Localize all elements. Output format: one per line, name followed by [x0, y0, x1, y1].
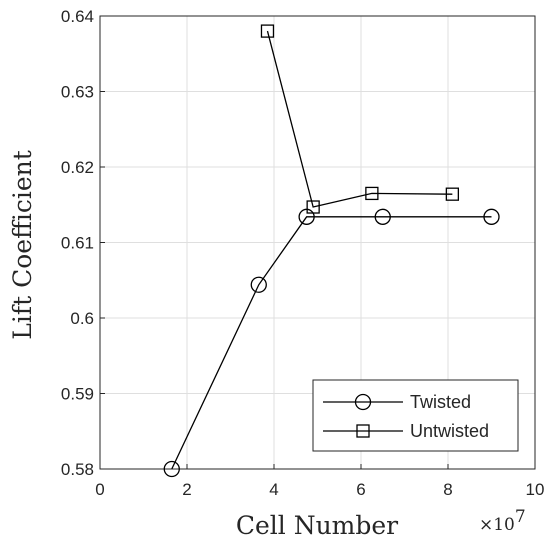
x-tick-label: 2 — [182, 480, 191, 499]
legend-label-untwisted: Untwisted — [410, 421, 489, 441]
legend-marker-twisted — [354, 393, 372, 411]
data-point-untwisted — [260, 24, 275, 38]
x-tick-label: 10 — [526, 480, 545, 499]
x-tick-label: 4 — [269, 480, 278, 499]
x-tick-label: 0 — [95, 480, 104, 499]
legend-marker-untwisted — [356, 424, 370, 438]
y-tick-label: 0.61 — [61, 234, 94, 253]
x-axis-multiplier: ×107 — [479, 507, 526, 535]
axis-ticks: 0 2 4 6 8 10 0.58 0.59 0.6 0.61 0.62 0.63 0.64 — [61, 7, 545, 499]
legend-box — [312, 379, 519, 452]
legend: Twisted Untwisted — [312, 379, 519, 452]
data-point-untwisted — [306, 200, 320, 214]
y-tick-label: 0.63 — [61, 83, 94, 102]
data-point-twisted — [250, 276, 267, 293]
y-tick-label: 0.6 — [70, 309, 94, 328]
x-tick-label: 8 — [443, 480, 452, 499]
data-point-untwisted — [445, 187, 460, 201]
data-point-twisted — [483, 208, 500, 225]
series-line-untwisted — [266, 30, 453, 208]
data-point-twisted — [374, 208, 391, 225]
data-point-untwisted — [365, 186, 379, 201]
y-tick-label: 0.59 — [61, 385, 94, 404]
y-tick-label: 0.62 — [61, 158, 94, 177]
x-axis-label: Cell Number — [236, 511, 398, 540]
data-point-twisted — [163, 460, 180, 478]
legend-label-twisted: Twisted — [410, 392, 471, 412]
y-tick-label: 0.58 — [61, 460, 94, 479]
y-tick-label: 0.64 — [61, 7, 94, 26]
x-tick-label: 6 — [356, 480, 365, 499]
y-axis-label: Lift Coefficient — [8, 150, 37, 340]
data-series — [163, 24, 500, 478]
series-line-twisted — [171, 216, 492, 470]
